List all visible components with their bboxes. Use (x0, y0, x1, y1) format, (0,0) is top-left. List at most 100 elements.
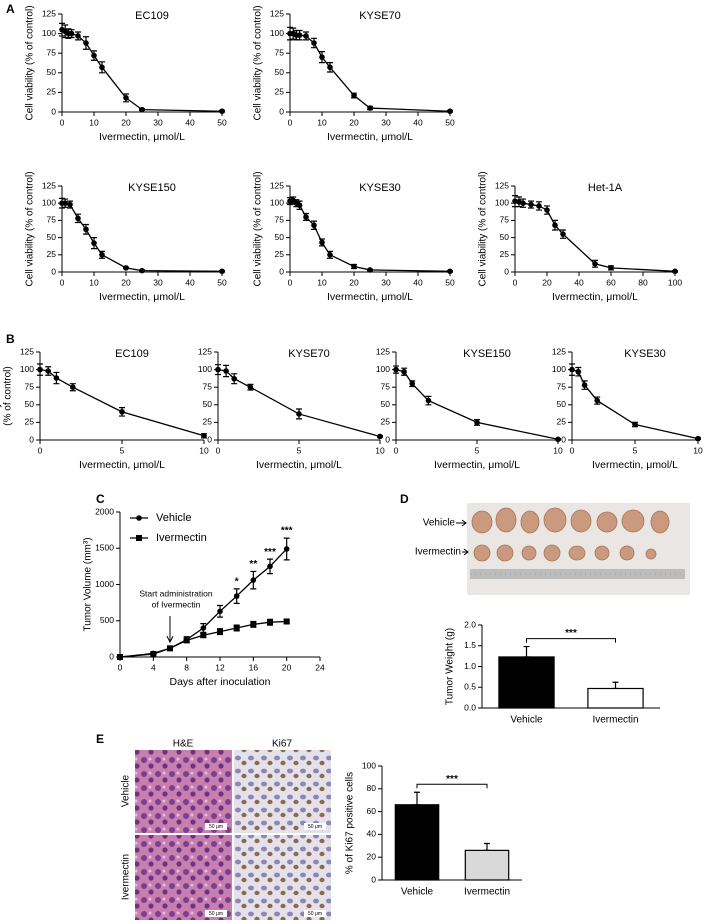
y-tick-label: 75 (47, 215, 57, 225)
x-tick-label: 4 (151, 662, 156, 672)
chart-title: KYSE150 (463, 348, 511, 360)
x-tick-label: 40 (185, 117, 195, 127)
y-tick-label: 40 (367, 829, 377, 839)
y-axis-label: Cell viability (% of control) (25, 5, 36, 120)
point (201, 432, 207, 439)
point (83, 226, 89, 233)
point (75, 33, 81, 39)
chart-title: KYSE150 (128, 182, 176, 194)
y-tick-label: 50 (47, 67, 57, 77)
y-tick-label: 50 (557, 399, 567, 409)
point (219, 108, 225, 115)
point (200, 625, 207, 631)
point (123, 95, 129, 101)
point (447, 108, 453, 115)
x-tick-label: 40 (413, 117, 423, 127)
point (250, 621, 257, 628)
y-tick-label: 0.5 (464, 682, 476, 692)
point (560, 231, 566, 237)
x-tick-label: Ivermectin (592, 715, 638, 726)
point (608, 265, 614, 271)
y-tick-label: 25 (275, 87, 285, 97)
bar (498, 656, 555, 709)
x-tick-label: Ivermectin (464, 887, 510, 898)
x-tick-label: 0 (570, 445, 575, 455)
x-axis-label: Ivermectin, μmol/L (552, 291, 638, 303)
y-axis-label: Colony formation (0, 358, 3, 434)
point (552, 222, 558, 229)
x-tick-label: 10 (89, 117, 99, 127)
panel-label: B (6, 332, 15, 346)
y-tick-label: 125 (495, 180, 509, 190)
y-tick-label: 100 (552, 364, 566, 374)
y-tick-label: 75 (203, 381, 213, 391)
significance-bracket (416, 783, 488, 789)
significance-label: *** (565, 628, 577, 639)
x-axis-label: Days after inoculation (170, 676, 271, 688)
point (217, 628, 223, 635)
significance-label: *** (446, 774, 458, 785)
x-tick-label: 0 (38, 445, 43, 455)
error-bar (523, 645, 530, 658)
y-tick-label: 100 (42, 28, 56, 38)
y-tick-label: 50 (275, 67, 285, 77)
column-header: Ki67 (272, 739, 292, 750)
x-tick-label: 10 (317, 117, 327, 127)
y-tick-label: 75 (47, 47, 57, 57)
y-tick-label: 125 (270, 8, 284, 18)
y-tick-label: 80 (367, 783, 377, 793)
chart-title: KYSE30 (624, 348, 666, 360)
x-tick-label: 12 (215, 662, 225, 672)
panel-label: A (6, 2, 15, 16)
y-tick-label: 1.0 (464, 661, 476, 671)
arrow (166, 616, 174, 644)
point (217, 608, 223, 615)
x-axis-label: Ivermectin, μmol/L (327, 131, 413, 143)
x-tick-label: 5 (297, 445, 302, 455)
line (395, 368, 559, 440)
y-tick-label: 0 (109, 651, 114, 661)
point (215, 366, 221, 373)
x-tick-label: 10 (317, 277, 327, 287)
x-tick-label: 60 (606, 277, 616, 287)
point (62, 200, 68, 206)
point (327, 252, 333, 258)
point (283, 546, 290, 552)
point (311, 222, 317, 229)
point (544, 207, 550, 213)
point (351, 263, 357, 270)
point (575, 368, 582, 375)
x-tick-label: 5 (120, 445, 125, 455)
y-tick-label: 50 (381, 399, 391, 409)
y-axis-label: Cell viability (% of control) (253, 5, 264, 120)
y-tick-label: 2.0 (464, 619, 476, 629)
y-tick-label: 2000 (95, 506, 114, 516)
point (474, 419, 480, 426)
y-tick-label: 100 (376, 364, 390, 374)
point (233, 625, 240, 631)
significance-bracket (526, 638, 616, 643)
point (139, 106, 145, 113)
x-tick-label: 20 (349, 117, 359, 127)
y-tick-label: 75 (500, 215, 510, 225)
point (594, 397, 600, 404)
y-axis-label: Cell viability (% of control) (25, 171, 36, 286)
photo-row-label: Ivermectin (415, 547, 461, 558)
x-tick-label: 40 (413, 277, 423, 287)
point (223, 368, 229, 374)
y-tick-label: 25 (500, 249, 510, 259)
y-tick-label: 0 (371, 874, 376, 884)
point (296, 32, 303, 38)
x-tick-label: 10 (89, 277, 99, 287)
point (123, 265, 129, 271)
row-label: Ivermectin (121, 854, 132, 900)
x-tick-label: 10 (553, 445, 563, 455)
x-axis-label: Ivermectin, μmol/L (99, 131, 185, 143)
x-tick-label: 50 (445, 117, 455, 127)
x-tick-label: 50 (445, 277, 455, 287)
y-tick-label: 25 (381, 417, 391, 427)
point (267, 619, 273, 626)
point (296, 202, 303, 209)
line (62, 202, 223, 272)
chart-title: KYSE70 (359, 10, 401, 22)
